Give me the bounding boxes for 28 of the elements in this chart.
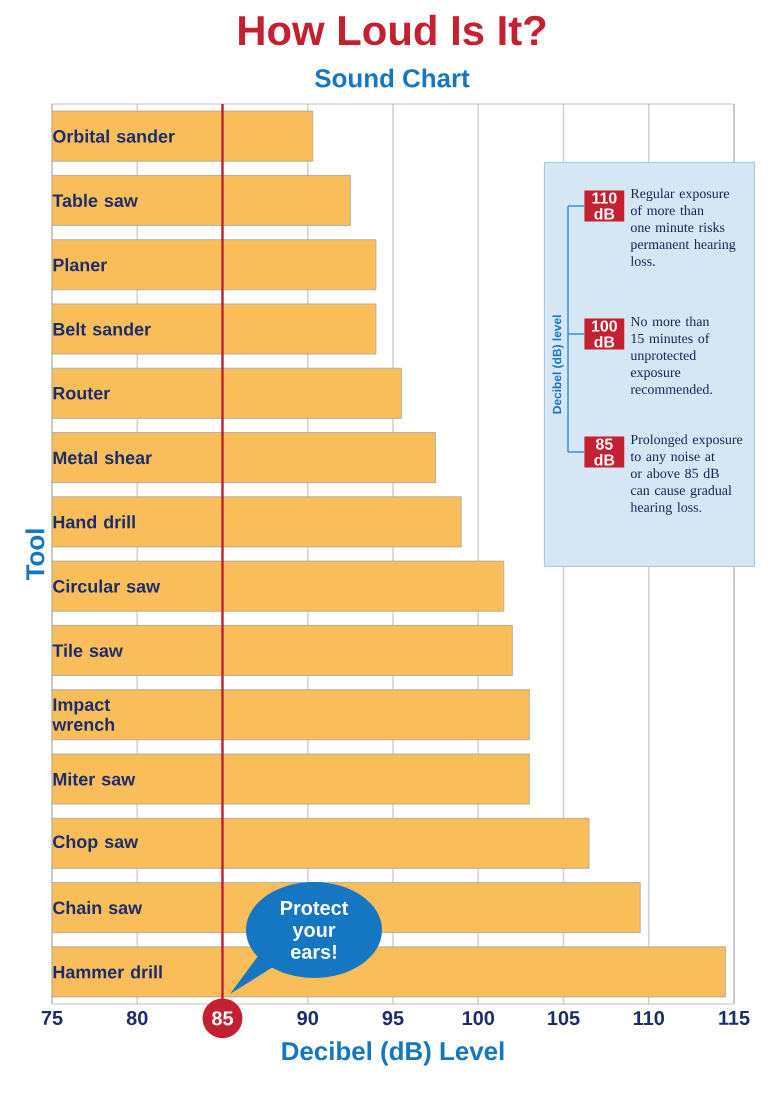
y-axis-title: Tool xyxy=(25,529,45,581)
y-tick-label: Orbital sander xyxy=(53,129,175,143)
x-tick-label: 90 xyxy=(297,1011,319,1026)
y-tick-label: Planer xyxy=(53,258,107,272)
y-tick-label: Chop saw xyxy=(53,834,139,852)
x-tick-label: 110 xyxy=(633,1011,665,1026)
y-tick-label: Hand drill xyxy=(53,515,135,529)
y-tick-label: Hammer drill xyxy=(53,965,162,979)
x-axis-title: Decibel (dB) Level xyxy=(282,1041,504,1066)
x-tick-label: 75 xyxy=(41,1011,63,1025)
x-tick-label: 100 xyxy=(462,1011,495,1026)
y-tick-label: Chain saw xyxy=(53,900,143,915)
y-tick-label: Tile saw xyxy=(52,643,123,658)
chart-subtitle: Sound Chart xyxy=(315,68,470,88)
annotation: Protect your ears! xyxy=(281,901,349,959)
x-tick-label: 85 xyxy=(212,1011,234,1026)
y-tick-label: Table saw xyxy=(52,193,138,208)
x-tick-label: 80 xyxy=(126,1011,148,1026)
y-tick-label: Metal shear xyxy=(53,450,152,465)
x-tick-label: 115 xyxy=(719,1011,750,1025)
chart-title: How Loud Is It? xyxy=(239,14,546,46)
y-tick-label: Circular saw xyxy=(53,579,161,593)
x-tick-label: 95 xyxy=(382,1011,404,1026)
y-tick-label: Belt sander xyxy=(53,322,151,336)
y-tick-label: Miter saw xyxy=(53,772,136,786)
x-tick-label: 105 xyxy=(548,1011,580,1026)
y-tick-label: Router xyxy=(53,387,110,400)
y-tick-label: Impact wrench xyxy=(52,698,115,731)
